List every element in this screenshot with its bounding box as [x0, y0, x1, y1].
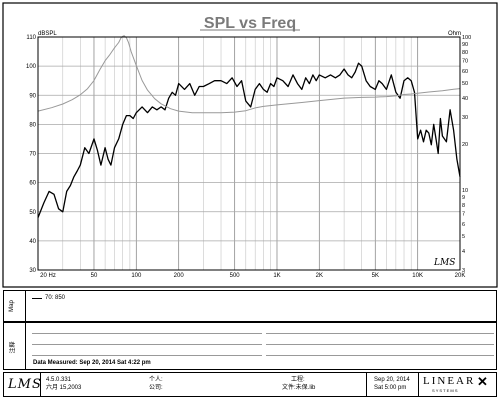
- x-tick-label: 500: [230, 273, 241, 279]
- y-right-tick-label: 10: [462, 188, 468, 194]
- y-right-tick-label: 30: [462, 115, 468, 121]
- footer-file: 文件:未保.lib: [282, 385, 316, 391]
- y-left-tick-label: 70: [29, 152, 36, 158]
- footer-divider-2: [366, 373, 367, 396]
- footer-company: 公司:: [149, 385, 163, 391]
- series-group: [37, 35, 461, 218]
- x-tick-label: 200: [174, 273, 185, 279]
- y-right-tick-label: 6: [462, 222, 465, 228]
- note-line-5: [32, 355, 262, 356]
- map-panel: Map 70: 850: [3, 290, 497, 322]
- notes-label: 注释: [10, 341, 17, 354]
- x-tick-label: 5K: [372, 273, 379, 279]
- chart-title: SPL vs Freq: [204, 15, 296, 32]
- y-right-tick-label: 4: [462, 249, 465, 255]
- y-right-unit: Ohm: [448, 31, 461, 37]
- y-left-tick-label: 80: [29, 122, 36, 128]
- footer-version: 4.5.0.331: [46, 377, 72, 383]
- note-line-3: [32, 344, 262, 345]
- y-left-tick-label: 90: [29, 93, 36, 99]
- footer-divider-1: [40, 373, 41, 396]
- y-right-tick-label: 3: [462, 268, 465, 274]
- x-tick-label: 20K: [455, 273, 466, 279]
- map-label: Map: [8, 300, 15, 312]
- footer-time-saved: Sat 5:00 pm: [374, 385, 407, 391]
- map-label-cell: Map: [4, 291, 26, 321]
- y-left-tick-label: 30: [29, 268, 36, 274]
- note-line-6: [266, 355, 494, 356]
- y-right-tick-label: 8: [462, 203, 465, 209]
- y-right-tick-label: 20: [462, 142, 468, 148]
- notes-label-cell: 注释: [4, 323, 26, 369]
- y-right-tick-label: 90: [462, 42, 468, 48]
- note-line-4: [266, 344, 494, 345]
- note-line-1: [32, 333, 262, 334]
- watermark-logo: LMS: [433, 258, 455, 268]
- brand-x-icon: ✕: [477, 374, 488, 389]
- chart-frame: [2, 2, 498, 288]
- plot-border: [37, 36, 461, 271]
- footer-panel: LMS 4.5.0.331 六月 15,2003 个人: 公司: 工程: 文件:…: [3, 372, 497, 397]
- x-tick-label: 10K: [412, 273, 423, 279]
- y-right-tick-label: 80: [462, 50, 468, 56]
- footer-brand: LINEAR: [423, 375, 476, 387]
- footer-date-cn: 六月 15,2003: [46, 385, 82, 391]
- y-right-tick-label: 5: [462, 234, 465, 240]
- x-tick-label: 20 Hz: [40, 273, 56, 279]
- y-left-tick-label: 110: [26, 35, 36, 41]
- y-right-tick-label: 60: [462, 69, 468, 75]
- notes-panel: 注释 Data Measured: Sep 20, 2014 Sat 4:22 …: [3, 322, 497, 370]
- grid: [37, 36, 461, 271]
- footer-date-saved: Sep 20, 2014: [374, 377, 410, 383]
- legend: 70: 850: [32, 295, 65, 302]
- x-tick-label: 100: [131, 273, 142, 279]
- data-measured: Data Measured: Sep 20, 2014 Sat 4:22 pm: [33, 360, 151, 366]
- y-left-tick-label: 100: [26, 64, 37, 70]
- y-right-tick-label: 9: [462, 195, 465, 201]
- footer-person: 个人:: [149, 377, 163, 383]
- legend-entry: 70: 850: [45, 295, 66, 301]
- note-line-2: [266, 333, 494, 334]
- footer-brand-sub: S Y S T E M S: [432, 388, 458, 393]
- legend-swatch: [32, 298, 42, 299]
- footer-logo: LMS: [8, 377, 42, 392]
- y-left-unit: dBSPL: [38, 31, 57, 37]
- footer-project: 工程:: [291, 377, 305, 383]
- y-left-tick-label: 60: [29, 181, 36, 187]
- y-right-tick-label: 50: [462, 81, 468, 87]
- tick-labels: 20 Hz 50 100 200 500 1K 2K 5K 10K 20K 30 40 50 60 70 80…: [26, 35, 471, 279]
- spl-series-line: [37, 62, 461, 218]
- x-tick-label: 50: [91, 273, 98, 279]
- y-left-tick-label: 40: [29, 239, 36, 245]
- impedance-series-line: [37, 35, 461, 114]
- y-right-tick-label: 7: [462, 212, 465, 218]
- x-tick-label: 2K: [316, 273, 323, 279]
- y-right-tick-label: 40: [462, 96, 468, 102]
- x-tick-label: 1K: [273, 273, 280, 279]
- y-right-tick-label: 100: [462, 35, 471, 41]
- y-left-tick-label: 50: [29, 210, 36, 216]
- y-right-tick-label: 70: [462, 59, 468, 65]
- footer-divider-3: [418, 373, 419, 396]
